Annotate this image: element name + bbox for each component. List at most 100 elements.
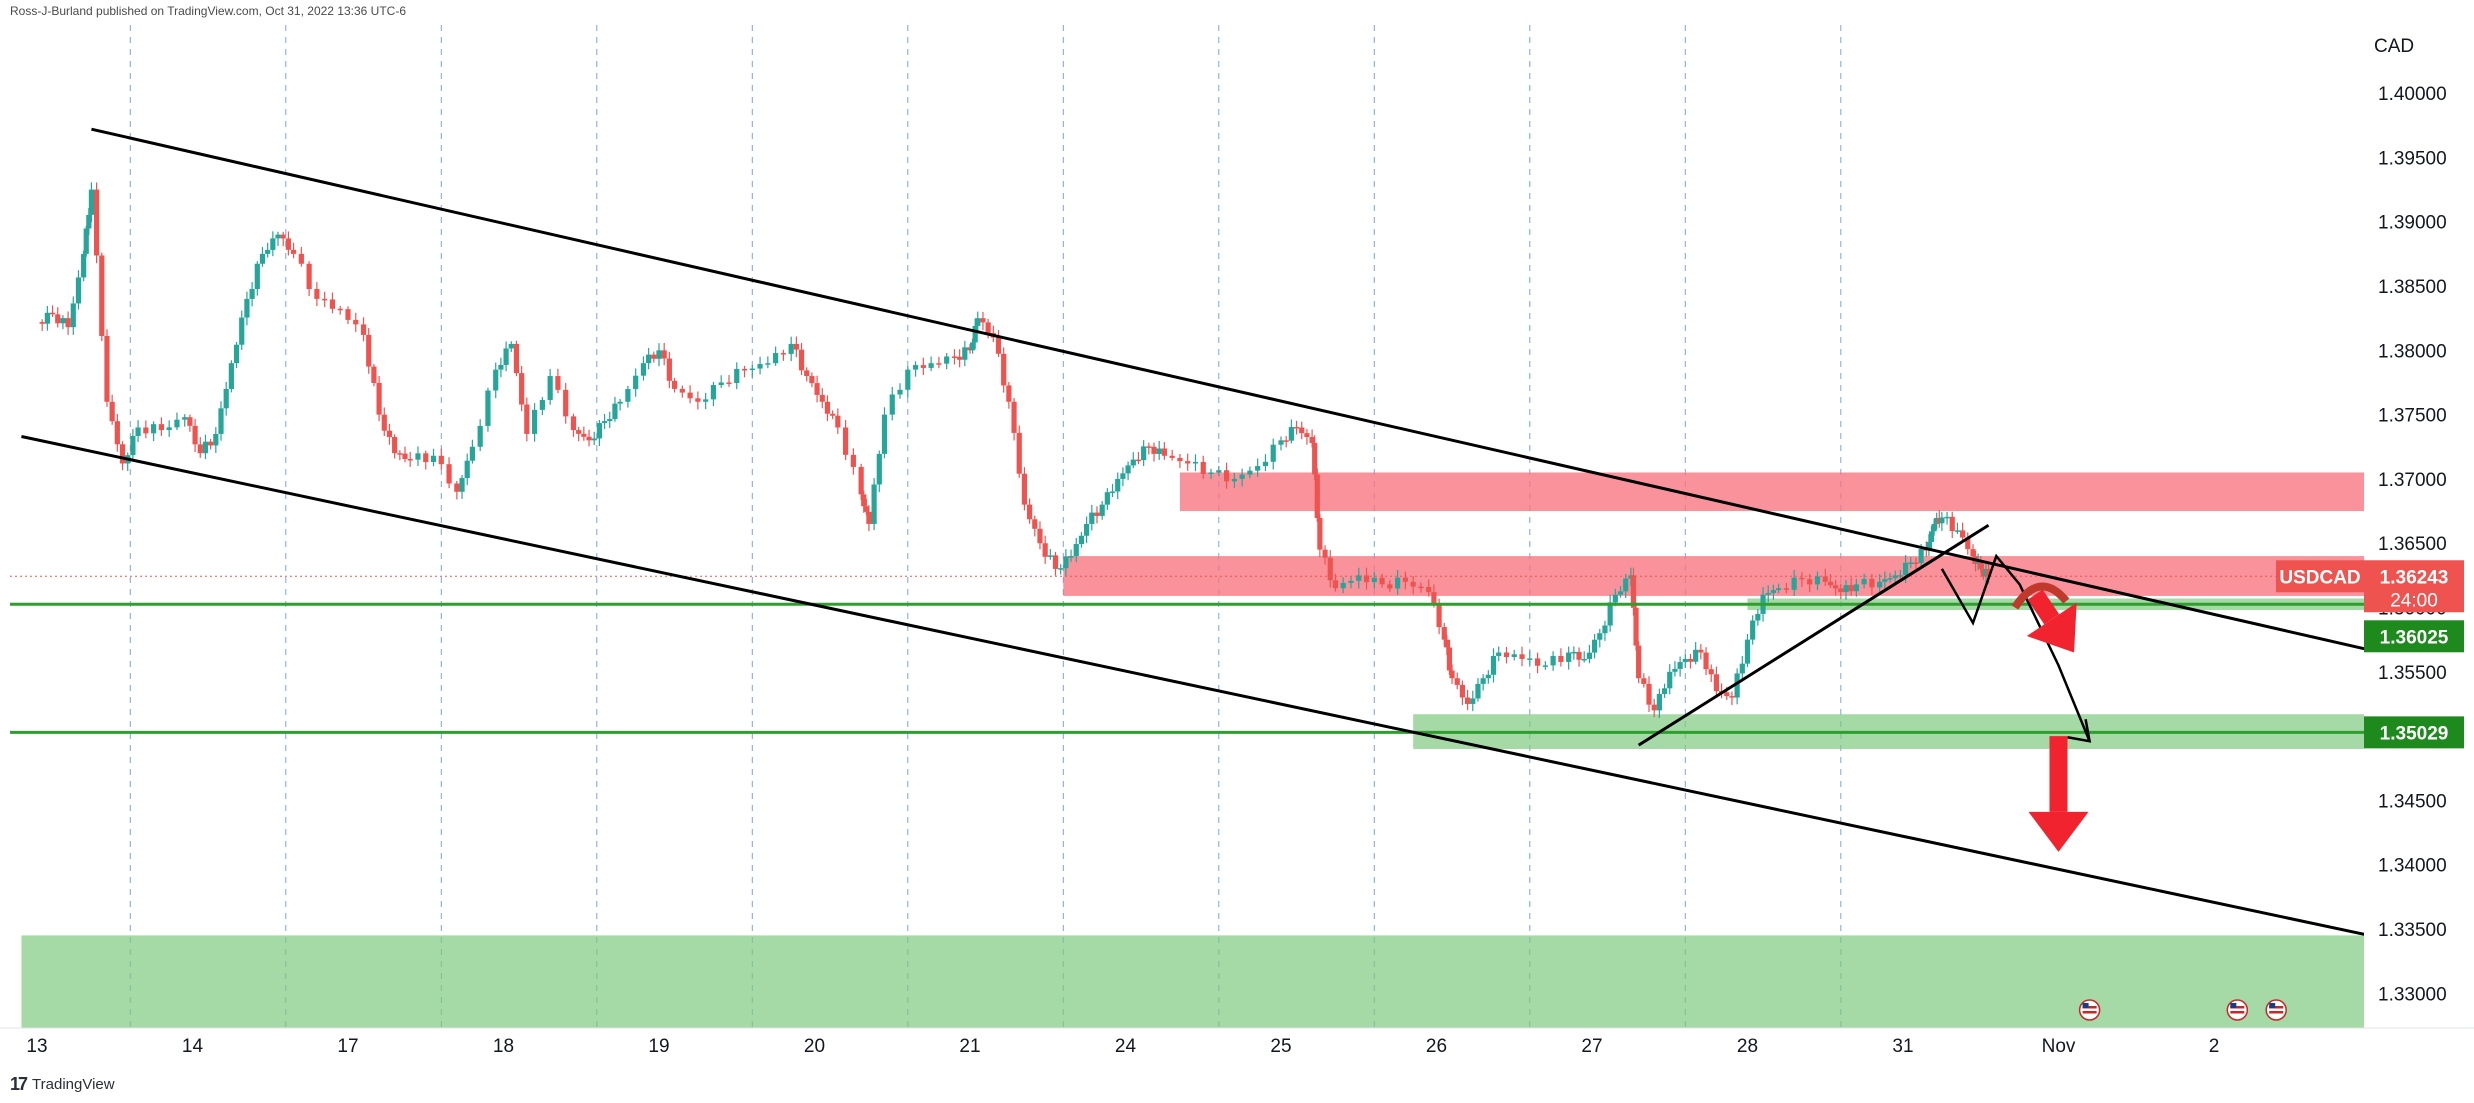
candle-body [233, 344, 240, 364]
candle-body [1724, 692, 1730, 697]
channel-trendline [21, 435, 2370, 937]
candle-body [1591, 639, 1598, 653]
candle-body [498, 364, 504, 370]
y-tick-label: 1.34000 [2378, 856, 2447, 877]
candle-body [290, 249, 297, 254]
candle-body [1304, 433, 1310, 438]
candle-body [1586, 652, 1593, 659]
candle-body [995, 337, 1002, 354]
candle-body [1262, 461, 1269, 467]
candle-body [830, 413, 836, 416]
support-bottom-zone [21, 935, 2365, 1028]
candle-body [430, 455, 437, 463]
us-flag-event-icon[interactable] [2265, 999, 2287, 1021]
candle-body [601, 421, 608, 424]
candle-body [1939, 517, 1945, 524]
candle-body [70, 303, 76, 328]
candle-body [249, 289, 255, 299]
us-flag-event-icon[interactable] [2078, 999, 2101, 1021]
candle-body [1446, 647, 1453, 671]
candle-body [60, 318, 66, 324]
x-tick-label: 27 [1581, 1036, 1602, 1057]
candle-body [1363, 575, 1370, 583]
candle-body [1542, 665, 1548, 667]
flag-stripe [2082, 1006, 2097, 1009]
candle-body [187, 417, 193, 426]
candle-body [1848, 585, 1854, 592]
candle-body [1630, 575, 1637, 608]
symbol-tag [2276, 560, 2364, 593]
candle-body [835, 415, 841, 428]
price-zones [21, 472, 2365, 1028]
candle-body [438, 455, 444, 465]
candle-body [957, 356, 963, 360]
candle-body [1216, 470, 1222, 473]
candle-body [1623, 578, 1629, 592]
candle-body [1151, 446, 1157, 454]
candle-body [1902, 562, 1909, 576]
candle-body [819, 394, 825, 402]
candle-body [402, 453, 408, 459]
candle-body [182, 417, 188, 420]
price-tag-bg [2364, 560, 2464, 613]
candle-body [547, 376, 553, 400]
candle-body [1208, 472, 1214, 474]
us-flag-event-icon[interactable] [2226, 999, 2249, 1021]
candle-body [1877, 581, 1883, 588]
candle-body [503, 348, 509, 365]
tradingview-logo[interactable]: 17 TradingView [10, 1074, 115, 1095]
candle-body [951, 356, 958, 358]
candle-body [1465, 697, 1471, 704]
candle-body [1861, 578, 1867, 585]
candle-body [1441, 627, 1447, 640]
projection-arrowhead [2067, 719, 2092, 743]
tradingview-mark-icon: 17 [10, 1074, 28, 1094]
price-tag-value: 1.36243 [2380, 567, 2449, 588]
down-arrow-icon [2028, 736, 2089, 852]
candle-body [1656, 694, 1662, 711]
candle-body [625, 389, 631, 402]
channel-trendline [91, 127, 2370, 652]
candle-body [464, 460, 470, 479]
candle-body [1078, 535, 1085, 545]
candle-body [75, 277, 82, 304]
candle-body [1511, 654, 1517, 657]
candle-body [666, 358, 672, 381]
candle-body [397, 453, 403, 455]
candle-body [218, 408, 224, 434]
candle-body [381, 414, 387, 431]
x-tick-label: 2 [2209, 1036, 2220, 1057]
candle-body [114, 421, 120, 445]
candle-body [1633, 607, 1639, 646]
candle-body [99, 255, 105, 336]
candle-body [1970, 549, 1976, 557]
candle-body [975, 318, 981, 326]
candle-body [773, 353, 779, 364]
candle-body [1928, 531, 1935, 543]
candle-body [1021, 473, 1028, 505]
candle-body [49, 312, 56, 315]
candle-body [386, 430, 393, 437]
candle-body [1571, 651, 1577, 654]
candle-body [607, 419, 613, 422]
candle-body [392, 436, 398, 454]
candle-body [1480, 678, 1486, 684]
candle-body [1918, 549, 1924, 564]
candle-body [1120, 473, 1126, 479]
candle-body [109, 401, 115, 422]
candle-body [1402, 577, 1408, 582]
candle-body [508, 343, 514, 349]
candle-body [1332, 580, 1339, 589]
currency-label: CAD [2374, 36, 2414, 57]
candle-body [1379, 577, 1385, 585]
candle-body [1770, 590, 1777, 593]
candle-body [1931, 523, 1937, 532]
curved-arrow-icon [2011, 582, 2070, 610]
candle-body [86, 214, 92, 229]
candle-body [259, 253, 266, 264]
candle-body [285, 238, 291, 250]
candle-body [1293, 427, 1300, 429]
candle-body [1978, 561, 1984, 569]
